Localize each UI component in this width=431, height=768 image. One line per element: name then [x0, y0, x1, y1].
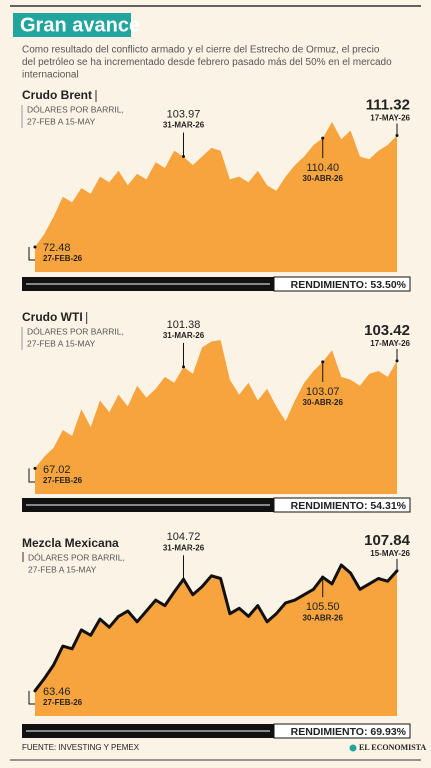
annotation-date: 30-ABR-26: [303, 174, 344, 183]
annotation-value: 101.38: [167, 319, 201, 331]
annotation-date: 17-MAY-26: [370, 114, 410, 123]
subtitle: del petróleo se ha incrementado desde fe…: [22, 57, 392, 68]
annotation-value: 107.84: [364, 532, 411, 549]
area: [35, 340, 397, 494]
annotation-date: 31-MAR-26: [163, 121, 205, 130]
subtitle: Como resultado del conflicto armado y el…: [22, 45, 380, 56]
source: FUENTE: INVESTING Y PEMEX: [22, 743, 140, 752]
area: [35, 122, 397, 272]
annotation-value: 104.72: [167, 531, 201, 543]
chart-title: Mezcla Mexicana: [22, 536, 119, 550]
annotation-value: 110.40: [306, 162, 339, 174]
line: [33, 563, 399, 692]
annotation-date: 31-MAR-26: [163, 331, 205, 340]
logo: EL ECONOMISTA: [359, 743, 426, 752]
page-title: Gran avance: [20, 14, 140, 36]
performance: RENDIMIENTO: 69.93%: [291, 726, 407, 738]
annotation-value: 103.42: [364, 322, 410, 339]
performance-box: [273, 276, 411, 292]
annotation-date: 31-MAR-26: [163, 543, 205, 552]
annotation-date: 30-ABR-26: [303, 398, 344, 407]
chart-subtitle: DÓLARES POR BARRIL,: [28, 552, 125, 562]
annotation-value: 72.48: [43, 242, 71, 254]
logo-icon: [349, 744, 357, 752]
annotation-value: 103.07: [306, 386, 340, 398]
chart-title: Crudo WTI: [22, 310, 83, 324]
annotation-date: 17-MAY-26: [370, 339, 410, 348]
annotation-point: [33, 245, 37, 249]
annotation-value: 67.02: [43, 464, 71, 476]
performance-box: [273, 723, 411, 739]
annotation-value: 103.97: [167, 108, 201, 120]
chart-subtitle: 27-FEB A 15-MAY: [28, 564, 97, 574]
annotation-point: [33, 689, 37, 693]
connector: [28, 468, 35, 483]
performance: RENDIMIENTO: 54.31%: [291, 500, 407, 512]
subtitle: internacional: [22, 70, 79, 81]
chart-subtitle: DÓLARES POR BARRIL,: [27, 326, 124, 336]
annotation-date: 15-MAY-26: [370, 549, 410, 558]
chart-subtitle: 27-FEB A 15-MAY: [27, 116, 96, 126]
connector: [28, 247, 35, 261]
performance-box: [273, 497, 411, 513]
chart-subtitle: DÓLARES POR BARRIL,: [27, 104, 124, 114]
title-box: [13, 13, 131, 37]
annotation-date: 27-FEB-26: [43, 476, 83, 485]
area: [35, 565, 397, 716]
performance: RENDIMIENTO: 53.50%: [291, 279, 407, 291]
annotation-value: 105.50: [306, 601, 340, 613]
annotation-value: 63.46: [43, 686, 71, 698]
chart-title: Crudo Brent: [22, 88, 92, 102]
annotation-date: 27-FEB-26: [43, 698, 83, 707]
annotation-date: 30-ABR-26: [303, 613, 344, 622]
chart-subtitle: 27-FEB A 15-MAY: [27, 338, 96, 348]
annotation-point: [33, 466, 37, 470]
connector: [28, 690, 35, 705]
annotation-date: 27-FEB-26: [43, 254, 83, 263]
annotation-value: 111.32: [366, 96, 410, 113]
